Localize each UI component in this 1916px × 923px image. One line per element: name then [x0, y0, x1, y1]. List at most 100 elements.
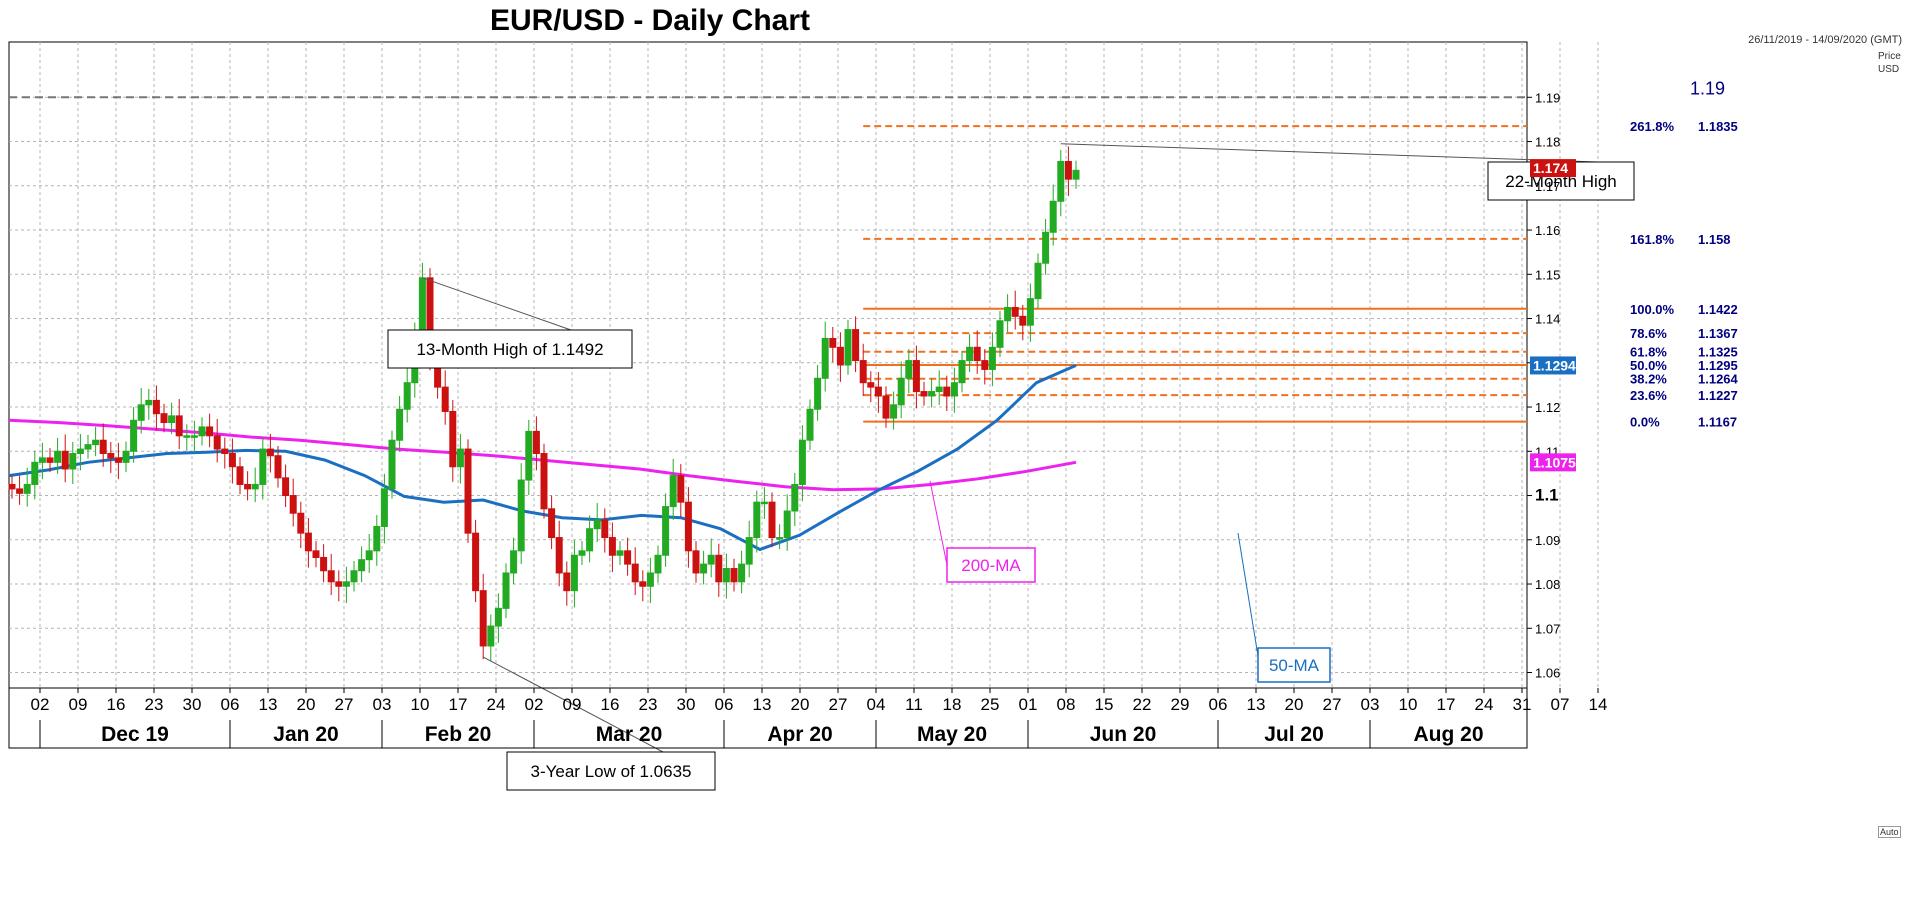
fib-label-bg	[1628, 370, 1776, 387]
x-axis-band	[8, 687, 1528, 749]
candle-body	[441, 386, 449, 412]
x-tick-label: 18	[943, 695, 962, 714]
candle-body	[213, 435, 221, 450]
x-tick-label: 03	[373, 695, 392, 714]
candle-body	[190, 435, 198, 438]
candle-body	[707, 554, 715, 565]
candle-body	[776, 537, 784, 540]
candle-body	[350, 570, 358, 583]
fib-label-bg	[1628, 230, 1776, 247]
auto-scale-button[interactable]: Auto	[1878, 826, 1901, 838]
fib-percent: 78.6%	[1630, 326, 1667, 341]
candle-body	[525, 430, 533, 481]
candle-body	[692, 550, 700, 574]
fib-label-bg	[1628, 300, 1776, 317]
price-header-label: Price	[1878, 51, 1901, 62]
x-tick-label: 07	[1551, 695, 1570, 714]
candle-body	[920, 391, 928, 397]
x-tick-label: 29	[1171, 695, 1190, 714]
candle-body	[396, 408, 404, 441]
x-tick-label: 22	[1133, 695, 1152, 714]
x-tick-label: 23	[145, 695, 164, 714]
fib-percent: 100.0%	[1630, 302, 1675, 317]
ma50-line	[8, 364, 1077, 552]
x-tick-label: 20	[297, 695, 316, 714]
fib-label-bg	[1628, 325, 1776, 342]
candle-body	[388, 439, 396, 490]
x-tick-label: 16	[601, 695, 620, 714]
candle-body	[472, 532, 480, 592]
candle-body	[312, 550, 320, 558]
candle-body	[738, 563, 746, 583]
x-tick-label: 30	[183, 695, 202, 714]
candle-body	[677, 475, 685, 503]
candle-body	[449, 410, 457, 468]
candle-body	[966, 346, 974, 362]
ma50-leader	[1237, 533, 1259, 657]
candle-body	[365, 550, 373, 561]
candle-body	[1004, 306, 1012, 322]
candle-body	[373, 526, 381, 552]
candle-body	[669, 475, 677, 508]
candle-body	[639, 581, 647, 587]
candle-body	[84, 444, 92, 450]
y-tick-label: 1.07	[1535, 621, 1560, 636]
annotation-3-year-low-leader	[482, 656, 664, 753]
candle-body	[335, 581, 343, 587]
fib-value: 1.1422	[1698, 302, 1738, 317]
ma200-price-tag: 1.1075	[1533, 454, 1576, 470]
fib-value: 1.158	[1698, 232, 1731, 247]
candle-body	[616, 550, 624, 556]
x-tick-label: 01	[1019, 695, 1038, 714]
x-tick-label: 16	[107, 695, 126, 714]
ma200-leader	[929, 480, 948, 566]
last-price-tag-bg	[1530, 159, 1576, 178]
candle-body	[122, 450, 130, 463]
candle-body	[654, 554, 662, 574]
x-tick-label: 10	[1399, 695, 1418, 714]
x-tick-label: 04	[867, 695, 886, 714]
candle-body	[548, 508, 556, 539]
x-tick-label: 31	[1513, 695, 1532, 714]
candle-body	[844, 329, 852, 366]
candle-body	[555, 537, 563, 574]
candle-body	[563, 572, 571, 592]
candle-body	[502, 572, 510, 609]
candle-body	[168, 415, 176, 424]
month-label: Aug 20	[1413, 723, 1483, 746]
candle-body	[988, 346, 996, 370]
y-tick-label: 1.12	[1535, 400, 1560, 415]
candle-body	[935, 386, 943, 393]
annotation-13-month-high-box	[387, 329, 633, 369]
month-label: Jul 20	[1264, 723, 1324, 746]
candle-body	[487, 625, 495, 647]
y-tick-label: 1.08	[1535, 577, 1560, 592]
candle-body	[236, 466, 244, 485]
x-tick-label: 30	[677, 695, 696, 714]
candle-body	[646, 572, 654, 587]
candle-body	[722, 568, 730, 583]
candle-body	[23, 483, 31, 494]
y-tick-label: 1.09	[1535, 533, 1560, 548]
y-tick-label: 1.1	[1535, 486, 1559, 505]
candle-body	[950, 382, 958, 397]
x-tick-label: 06	[1209, 695, 1228, 714]
candle-body	[76, 448, 84, 454]
candle-body	[510, 550, 518, 574]
candle-body	[282, 477, 290, 497]
candle-body	[532, 430, 540, 454]
candle-body	[1064, 160, 1072, 180]
x-tick-label: 13	[753, 695, 772, 714]
ma50-label: 50-MA	[1269, 656, 1320, 675]
candle-body	[517, 479, 525, 552]
fib-value: 1.1167	[1698, 415, 1737, 430]
candle-body	[175, 415, 183, 437]
candle-body	[266, 448, 274, 457]
candle-body	[107, 452, 115, 459]
x-tick-label: 02	[31, 695, 50, 714]
x-tick-label: 08	[1057, 695, 1076, 714]
candle-body	[61, 450, 69, 470]
x-tick-label: 17	[449, 695, 468, 714]
candle-body	[586, 528, 594, 552]
